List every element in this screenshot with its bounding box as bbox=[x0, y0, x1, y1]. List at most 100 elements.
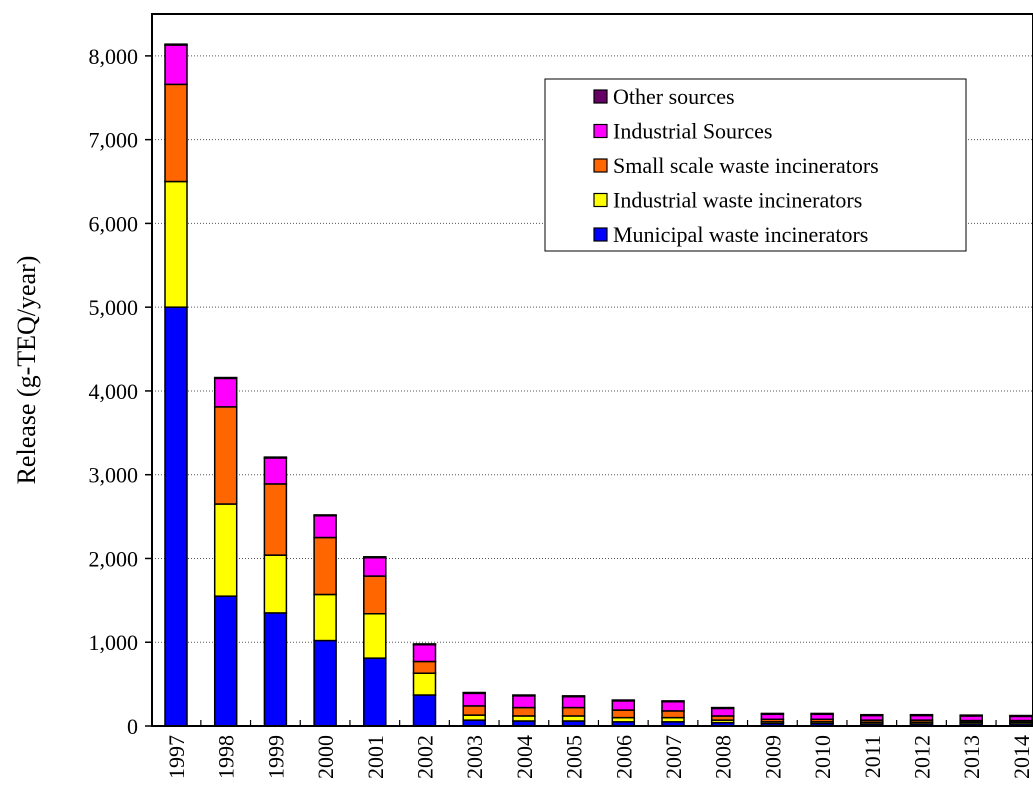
bar-segment bbox=[1009, 714, 1033, 718]
bar-segment bbox=[313, 515, 337, 539]
legend-label: Small scale waste incinerators bbox=[613, 153, 879, 178]
bar-segment bbox=[661, 710, 685, 719]
bar-segment bbox=[263, 457, 288, 485]
bar-segment bbox=[512, 715, 536, 722]
legend-swatch bbox=[593, 227, 608, 242]
legend-swatch bbox=[593, 192, 608, 208]
bar-segment bbox=[363, 575, 387, 615]
x-tick-label: 2010 bbox=[810, 735, 835, 779]
bar-segment bbox=[462, 714, 486, 721]
y-tick-label: 5,000 bbox=[89, 295, 139, 320]
bar-segment bbox=[611, 700, 636, 711]
bar-segment bbox=[313, 536, 337, 596]
bar-segment bbox=[263, 456, 288, 459]
bar-segment bbox=[561, 715, 586, 722]
legend-box bbox=[544, 78, 967, 252]
bar-segment bbox=[561, 695, 586, 709]
bar-segment bbox=[164, 306, 188, 727]
y-axis-label: Release (g-TEQ/year) bbox=[12, 256, 41, 485]
y-tick-label: 4,000 bbox=[89, 379, 139, 404]
bar-segment bbox=[611, 709, 636, 719]
bars bbox=[164, 43, 1033, 727]
bar-segment bbox=[760, 712, 785, 716]
x-tick-label: 2005 bbox=[562, 735, 587, 779]
bar-segment bbox=[213, 503, 238, 597]
bar-segment bbox=[661, 700, 685, 703]
y-tick-label: 1,000 bbox=[89, 630, 139, 655]
bar-segment bbox=[710, 706, 735, 710]
bar-segment bbox=[313, 514, 337, 517]
bar-segment bbox=[512, 695, 536, 709]
bar-segment bbox=[412, 643, 437, 646]
legend-label: Industrial waste incinerators bbox=[613, 188, 862, 213]
bar-segment bbox=[263, 612, 288, 727]
x-tick-label: 2007 bbox=[661, 735, 686, 779]
bar-segment bbox=[213, 595, 238, 727]
bar-segment bbox=[412, 660, 437, 674]
bar-segment bbox=[561, 706, 586, 717]
legend-label: Municipal waste incinerators bbox=[613, 222, 868, 247]
bar-segment bbox=[412, 672, 437, 696]
x-tick-label: 2008 bbox=[711, 735, 736, 779]
bar-segment bbox=[213, 406, 238, 505]
bar-segment bbox=[363, 657, 387, 727]
bar-segment bbox=[909, 713, 934, 717]
bar-segment bbox=[512, 694, 536, 697]
x-tick-label: 2001 bbox=[363, 735, 388, 779]
y-tick-label: 0 bbox=[127, 714, 138, 739]
legend-label: Other sources bbox=[613, 84, 735, 109]
bar-segment bbox=[363, 613, 387, 659]
bar-segment bbox=[164, 44, 188, 86]
x-tick-label: 2006 bbox=[611, 735, 636, 779]
x-tick-label: 2013 bbox=[959, 735, 984, 779]
x-tick-label: 2003 bbox=[462, 735, 487, 779]
bar-segment bbox=[810, 712, 834, 716]
bar-segment bbox=[263, 483, 288, 556]
x-tick-label: 2012 bbox=[910, 735, 935, 779]
x-tick-label: 1998 bbox=[214, 735, 239, 779]
x-tick-label: 2011 bbox=[860, 735, 885, 778]
bar-segment bbox=[164, 43, 188, 46]
plot-frame bbox=[151, 13, 1033, 727]
bar-segment bbox=[164, 180, 188, 308]
bar-segment bbox=[313, 639, 337, 727]
bar-segment bbox=[462, 691, 486, 695]
y-tick-label: 8,000 bbox=[89, 44, 139, 69]
bar-segment bbox=[512, 706, 536, 717]
bar-segment bbox=[363, 556, 387, 559]
bar-segment bbox=[363, 556, 387, 577]
x-tick-label: 2002 bbox=[413, 735, 438, 779]
legend: Other sources Industrial Sources Small sca… bbox=[544, 78, 967, 252]
bar-segment bbox=[213, 376, 238, 380]
bar-segment bbox=[462, 692, 486, 707]
bar-segment bbox=[263, 554, 288, 614]
bar-segment bbox=[810, 713, 834, 721]
x-tick-label: 1997 bbox=[164, 735, 189, 779]
bar-segment bbox=[611, 699, 636, 702]
x-tick-label: 2009 bbox=[760, 735, 785, 779]
bar-segment bbox=[462, 705, 486, 716]
bar-segment bbox=[860, 713, 884, 717]
y-tick-label: 6,000 bbox=[89, 211, 139, 236]
x-tick-label: 2000 bbox=[313, 735, 338, 779]
y-tick-label: 3,000 bbox=[89, 463, 139, 488]
bar-segment bbox=[213, 377, 238, 408]
bar-segment bbox=[710, 707, 735, 717]
y-axis: 0 1,000 2,000 3,000 4,000 5,000 6,000 7,000 8,00… bbox=[89, 44, 152, 739]
legend-swatch bbox=[593, 158, 608, 173]
y-tick-label: 7,000 bbox=[89, 128, 139, 153]
x-tick-label: 2014 bbox=[1009, 735, 1033, 779]
bar-segment bbox=[661, 700, 685, 712]
bar-segment bbox=[959, 714, 983, 717]
legend-swatch bbox=[593, 89, 608, 104]
bar-segment bbox=[313, 593, 337, 642]
bar-segment bbox=[412, 643, 437, 663]
bar-segment bbox=[760, 713, 785, 721]
x-tick-label: 2004 bbox=[512, 735, 537, 779]
legend-label: Industrial Sources bbox=[613, 119, 772, 144]
x-axis: 1997 1998 1999 2000 2001 2002 2003 2004 2005 2006… bbox=[164, 720, 1033, 779]
bar-segment bbox=[164, 83, 188, 183]
legend-swatch bbox=[593, 123, 608, 139]
x-tick-label: 1999 bbox=[263, 735, 288, 779]
